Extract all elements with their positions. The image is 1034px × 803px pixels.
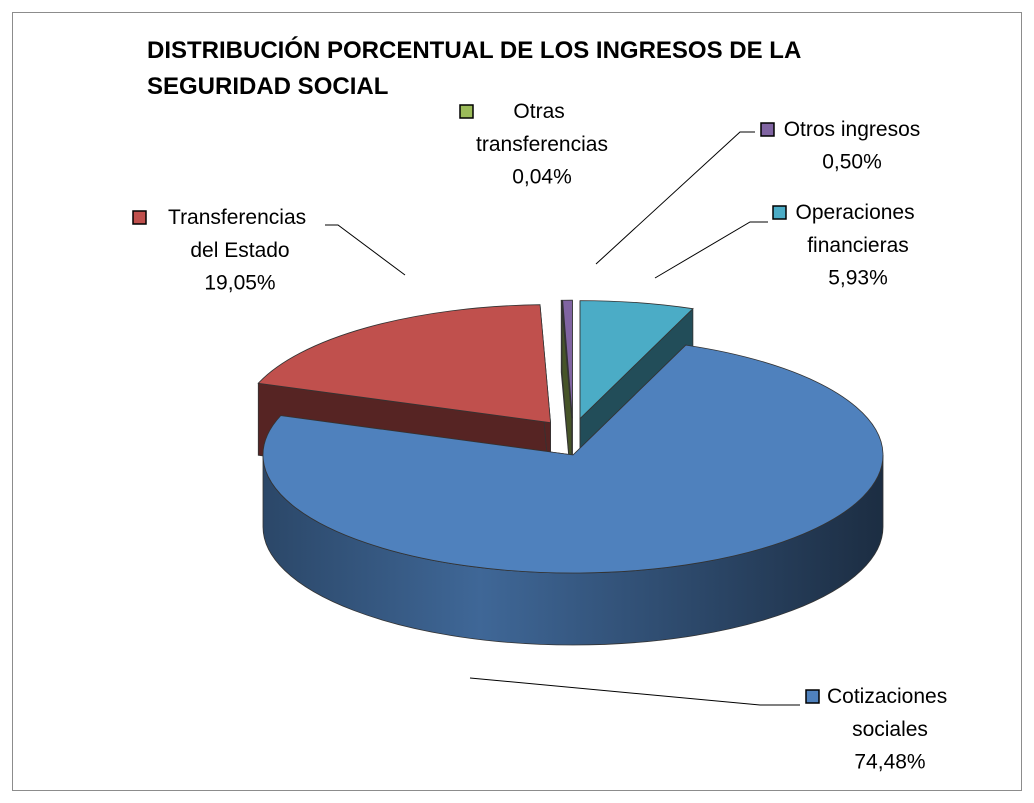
legend-swatch <box>805 689 820 704</box>
leader-line <box>325 224 406 276</box>
leader-line <box>469 677 800 706</box>
value-label: 19,05% <box>204 272 275 295</box>
leader-line <box>595 131 755 265</box>
slice-top <box>257 304 551 424</box>
value-label: 0,04% <box>512 166 572 189</box>
legend-swatch <box>772 205 787 220</box>
legend-swatch <box>760 122 775 137</box>
value-label: 74,48% <box>854 751 925 774</box>
slice-top <box>262 344 884 574</box>
category-label: Otras transferencias <box>476 100 608 156</box>
slice-top <box>562 299 573 419</box>
slice-top <box>560 299 573 419</box>
category-label: Transferencias del Estado <box>168 206 312 262</box>
category-label: Otros ingresos <box>784 118 921 141</box>
slice-top <box>579 300 694 420</box>
legend-swatch <box>132 210 147 225</box>
chart-title: DISTRIBUCIÓN PORCENTUAL DE LOS INGRESOS … <box>147 36 807 100</box>
leader-line <box>654 221 768 279</box>
category-label: Cotizaciones sociales <box>827 685 953 741</box>
category-label: Operaciones financieras <box>796 201 921 257</box>
pie-slice <box>262 344 884 646</box>
value-label: 0,50% <box>822 151 882 174</box>
legend-swatch <box>459 104 474 119</box>
value-label: 5,93% <box>828 267 888 290</box>
